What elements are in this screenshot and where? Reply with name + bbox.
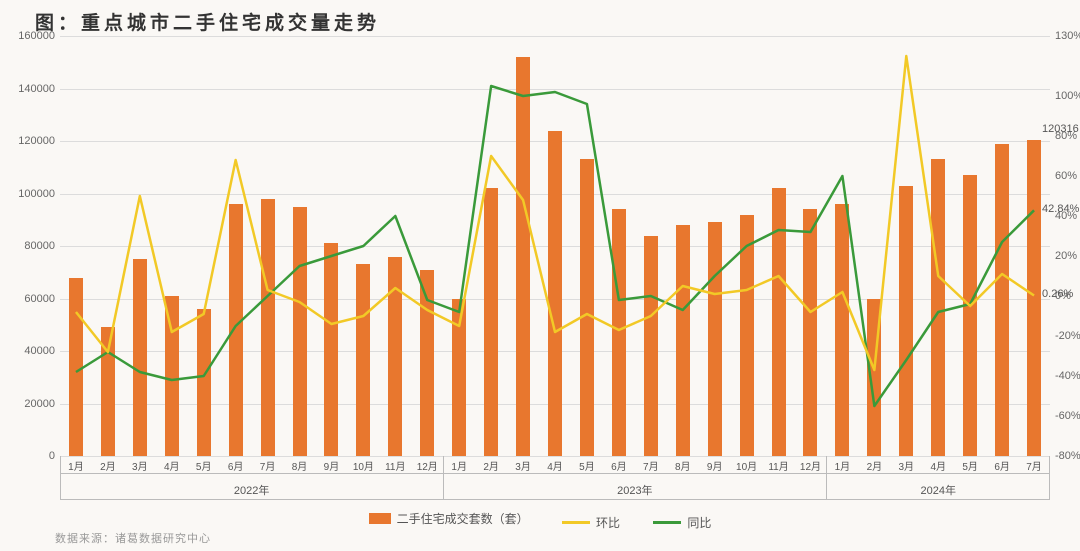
y-left-tick: 100000 (0, 188, 55, 200)
month-label: 2月 (100, 458, 116, 473)
month-label: 2月 (483, 458, 499, 473)
legend-swatch-yoy (653, 521, 681, 524)
y-right-tick: 20% (1055, 250, 1080, 262)
chart-title: 图：重点城市二手住宅成交量走势 (35, 8, 380, 35)
month-label: 5月 (579, 458, 595, 473)
month-label: 9月 (707, 458, 723, 473)
data-source: 数据来源：诸葛数据研究中心 (55, 530, 211, 546)
y-left-tick: 20000 (0, 398, 55, 410)
month-label: 11月 (385, 458, 405, 473)
year-label: 2022年 (234, 482, 269, 498)
month-label: 5月 (196, 458, 212, 473)
month-label: 8月 (675, 458, 691, 473)
legend-label-bar: 二手住宅成交套数（套） (397, 510, 529, 527)
y-right-tick: -80% (1055, 450, 1080, 462)
end-label-mom: 0.26% (1042, 288, 1073, 300)
month-label: 7月 (643, 458, 659, 473)
y-right-tick: -20% (1055, 330, 1080, 342)
y-left-tick: 80000 (0, 240, 55, 252)
y-right-tick: -60% (1055, 410, 1080, 422)
month-label: 9月 (324, 458, 340, 473)
month-label: 10月 (736, 458, 757, 473)
month-label: 10月 (353, 458, 374, 473)
y-axis-left: 0200004000060000800001000001200001400001… (0, 36, 55, 456)
month-label: 4月 (547, 458, 563, 473)
y-right-tick: 100% (1055, 90, 1080, 102)
y-left-tick: 40000 (0, 345, 55, 357)
line-layer (60, 36, 1050, 456)
month-label: 3月 (515, 458, 531, 473)
line-mom (76, 56, 1034, 370)
year-label: 2023年 (617, 482, 652, 498)
x-axis: 1月 2月 3月 4月 5月 6月 7月 8月 9月 10月 11月 12月 1月 2月 3月 4月 5月 6月 7… (60, 456, 1050, 506)
y-right-tick: 130% (1055, 30, 1080, 42)
month-label: 8月 (292, 458, 308, 473)
y-left-tick: 60000 (0, 293, 55, 305)
end-label-bar: 120316 (1042, 123, 1079, 135)
month-label: 6月 (228, 458, 244, 473)
plot-area: 12031642.84%0.26% (60, 36, 1050, 456)
year-divider (826, 456, 827, 500)
month-label: 3月 (132, 458, 148, 473)
year-label: 2024年 (920, 482, 955, 498)
month-label: 7月 (1026, 458, 1042, 473)
legend-item-yoy: 同比 (653, 514, 711, 531)
legend-swatch-mom (562, 521, 590, 524)
month-label: 11月 (768, 458, 788, 473)
month-label: 12月 (800, 458, 821, 473)
line-yoy (76, 86, 1034, 406)
month-label: 1月 (451, 458, 467, 473)
y-right-tick: -40% (1055, 370, 1080, 382)
month-label: 7月 (260, 458, 276, 473)
legend-item-mom: 环比 (562, 514, 620, 531)
month-label: 5月 (962, 458, 978, 473)
y-left-tick: 0 (0, 450, 55, 462)
y-axis-right: -80%-60%-40%-20%0%20%40%60%80%100%130% (1055, 36, 1080, 456)
legend-swatch-bar (369, 513, 391, 524)
month-label: 6月 (994, 458, 1010, 473)
legend-label-yoy: 同比 (687, 514, 711, 531)
month-label: 2月 (867, 458, 883, 473)
y-left-tick: 160000 (0, 30, 55, 42)
y-left-tick: 140000 (0, 83, 55, 95)
month-label: 1月 (835, 458, 851, 473)
y-left-tick: 120000 (0, 135, 55, 147)
y-right-tick: 60% (1055, 170, 1080, 182)
month-label: 4月 (930, 458, 946, 473)
month-label: 1月 (68, 458, 84, 473)
legend-label-mom: 环比 (596, 514, 620, 531)
month-label: 3月 (899, 458, 915, 473)
end-label-yoy: 42.84% (1042, 203, 1079, 215)
month-label: 6月 (611, 458, 627, 473)
year-divider (443, 456, 444, 500)
month-label: 4月 (164, 458, 180, 473)
legend: 二手住宅成交套数（套） 环比 同比 (0, 510, 1080, 531)
legend-item-bar: 二手住宅成交套数（套） (369, 510, 529, 527)
month-label: 12月 (417, 458, 438, 473)
